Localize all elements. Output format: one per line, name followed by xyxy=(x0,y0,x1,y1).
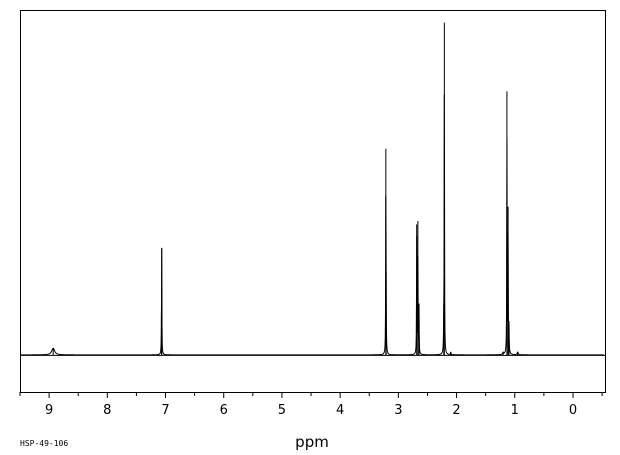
tick-label: 8 xyxy=(103,403,111,418)
tick-label: 0 xyxy=(569,403,577,418)
tick-label: 3 xyxy=(394,403,402,418)
tick-label: 9 xyxy=(45,403,53,418)
spectrum-trace xyxy=(21,94,604,356)
plot-frame xyxy=(20,10,606,393)
tick-label: 7 xyxy=(161,403,169,418)
tick-label: 6 xyxy=(220,403,228,418)
spectrum-code: HSP-49-106 xyxy=(20,439,68,448)
tick-label: 4 xyxy=(336,403,344,418)
tick-label: 1 xyxy=(511,403,519,418)
x-axis-ticks: 9 8 7 6 5 4 3 2 1 0 xyxy=(19,392,603,418)
tick-label: 5 xyxy=(278,403,286,418)
x-axis-label: ppm xyxy=(295,433,329,451)
tick-label: 2 xyxy=(452,403,460,418)
